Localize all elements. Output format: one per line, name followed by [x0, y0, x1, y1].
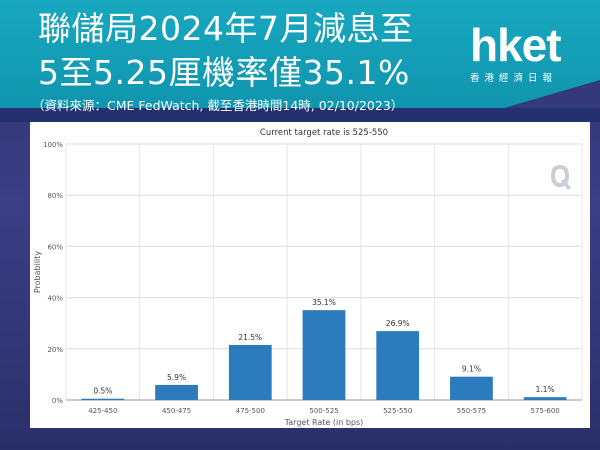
bar	[81, 398, 125, 400]
bar	[228, 344, 272, 400]
bar-value-label: 5.9%	[167, 373, 186, 382]
y-tick-label: 20%	[47, 346, 63, 354]
bar-value-label: 0.5%	[93, 387, 112, 396]
y-tick-label: 100%	[43, 141, 63, 149]
x-tick-label: 575-600	[531, 407, 560, 415]
y-tick-label: 40%	[47, 295, 63, 303]
bar-value-label: 9.1%	[462, 365, 481, 374]
chart-title: Current target rate is 525-550	[260, 128, 388, 138]
page-title-line1: 聯儲局2024年7月減息至	[38, 9, 414, 48]
x-tick-label: 500-525	[309, 407, 338, 415]
chart-panel: Current target rate is 525-550 0% 20% 40% 60…	[30, 122, 590, 428]
bar	[302, 310, 346, 400]
x-tick-label: 550-575	[457, 407, 486, 415]
y-tick-label: 0%	[52, 397, 63, 405]
bar-value-label: 1.1%	[536, 385, 555, 394]
bar-value-label: 21.5%	[238, 333, 262, 342]
bar-value-label: 35.1%	[312, 298, 336, 307]
bar	[450, 376, 493, 400]
bar-value-label: 26.9%	[386, 319, 410, 328]
bar	[376, 331, 420, 400]
probability-bar-chart: Current target rate is 525-550 0% 20% 40% 60…	[33, 128, 583, 427]
y-axis-title: Probability	[33, 251, 42, 294]
logo-subtitle: 香港經濟日報	[470, 73, 558, 84]
x-axis-title: Target Rate (in bps)	[284, 418, 364, 427]
hket-logo: hket 香港經濟日報	[470, 22, 580, 92]
x-tick-label: 425-450	[88, 407, 117, 415]
header-divider	[0, 108, 600, 122]
logo-wordmark: hket	[470, 19, 562, 71]
bar	[155, 384, 198, 400]
y-tick-label: 80%	[47, 192, 63, 200]
x-tick-label: 475-500	[236, 407, 265, 415]
x-tick-label: 450-475	[162, 407, 191, 415]
bar	[523, 397, 567, 400]
page-title-line2: 5至5.25厘機率僅35.1%	[38, 53, 410, 92]
quikstrike-q-icon	[551, 165, 571, 190]
source-note: （資料來源：CME FedWatch, 截至香港時間14時, 02/10/202…	[32, 98, 404, 113]
header-banner	[0, 0, 600, 118]
y-tick-label: 60%	[47, 243, 63, 251]
x-tick-label: 525-550	[383, 407, 412, 415]
